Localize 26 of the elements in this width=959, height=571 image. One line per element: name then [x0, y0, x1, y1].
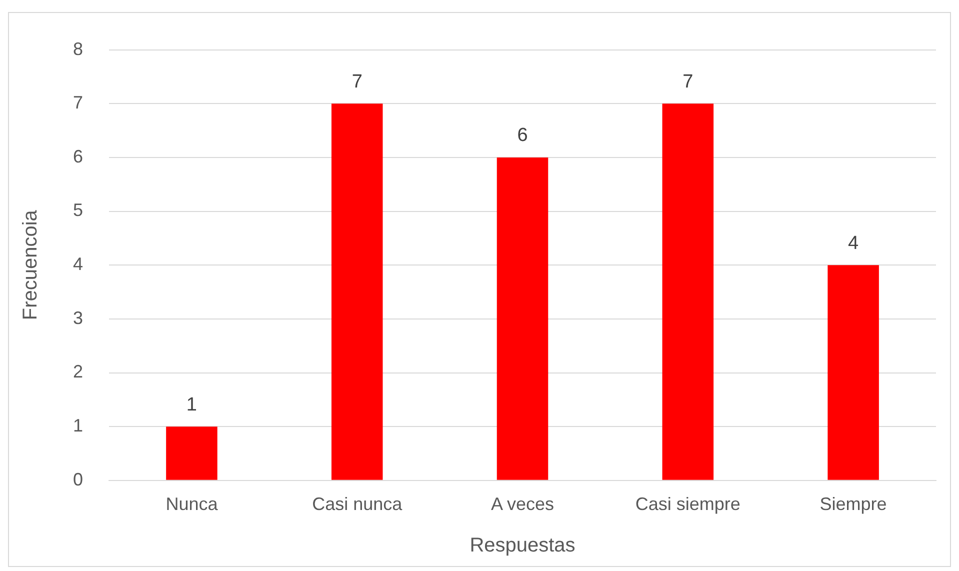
y-tick-label: 1	[72, 416, 84, 436]
y-tick-label: 5	[72, 200, 84, 220]
x-tick-label: A veces	[490, 494, 554, 514]
bar	[828, 265, 879, 480]
y-tick-label: 4	[72, 254, 84, 274]
data-label: 6	[517, 125, 528, 146]
data-label: 4	[848, 232, 860, 254]
x-tick-label: Casi siempre	[635, 494, 740, 514]
y-tick-label: 0	[72, 469, 84, 490]
bar	[166, 426, 218, 480]
bar	[331, 104, 383, 480]
x-axis-title: Respuestas	[470, 534, 576, 557]
y-axis-title: Frecuencoia	[20, 209, 42, 320]
y-tick-label: 3	[72, 308, 84, 328]
data-label: 7	[352, 71, 362, 92]
data-label: 1	[186, 394, 197, 416]
bar	[662, 104, 714, 480]
bar	[496, 157, 548, 480]
x-tick-label: Nunca	[166, 494, 219, 514]
data-label: 7	[682, 71, 694, 92]
x-tick-label: Siempre	[820, 494, 887, 514]
y-tick-label: 7	[72, 92, 84, 113]
x-tick-label: Casi nunca	[312, 494, 404, 514]
y-tick-label: 2	[72, 362, 84, 382]
y-tick-label: 8	[72, 38, 84, 59]
y-tick-label: 6	[72, 146, 84, 166]
